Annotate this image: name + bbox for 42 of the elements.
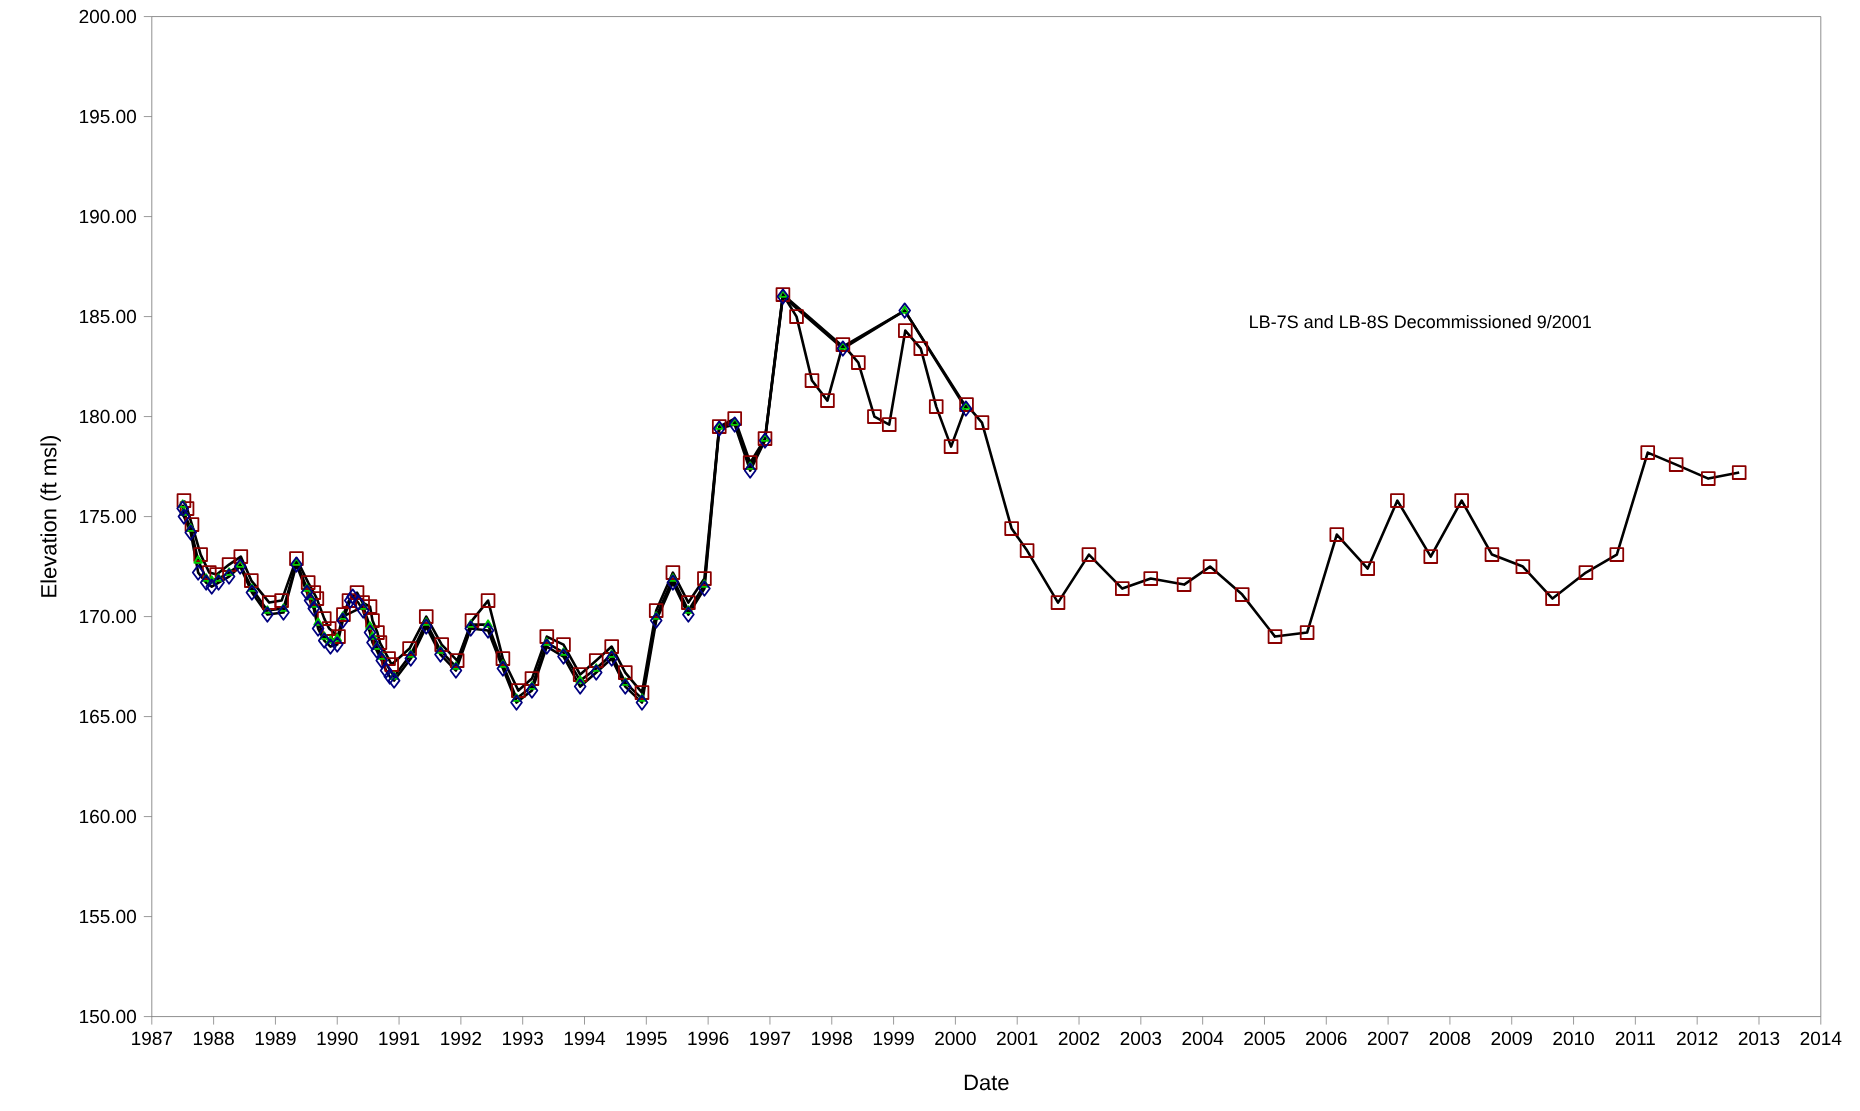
x-tick-label: 1998: [812, 1031, 853, 1046]
y-tick-label: 175.00: [80, 509, 136, 524]
annotation: LB-7S and LB-8S Decommissioned 9/2001: [1250, 314, 1591, 329]
x-axis-title: Date: [964, 1074, 1009, 1091]
y-tick-label: 160.00: [80, 809, 136, 824]
x-tick-label: 1994: [564, 1031, 606, 1046]
x-tick-label: 1995: [626, 1031, 667, 1046]
x-tick-label: 2011: [1615, 1031, 1655, 1046]
y-tick-label: 150.00: [80, 1009, 136, 1024]
x-tick-label: 2013: [1738, 1031, 1780, 1046]
x-tick-label: 2000: [935, 1031, 976, 1046]
x-tick-label: 2014: [1800, 1031, 1842, 1046]
x-tick-label: 1997: [750, 1031, 791, 1046]
x-tick-label: 2009: [1491, 1031, 1532, 1046]
x-tick-label: 2002: [1058, 1031, 1100, 1046]
x-tick-label: 2007: [1367, 1031, 1409, 1046]
x-tick-label: 1987: [132, 1031, 172, 1046]
x-tick-label: 1991: [379, 1031, 420, 1046]
y-tick-label: 195.00: [80, 109, 136, 124]
x-tick-label: 2003: [1120, 1031, 1162, 1046]
y-tick-label: 165.00: [80, 709, 136, 724]
y-axis-title: Elevation (ft msl): [40, 436, 61, 597]
x-tick-label: 2004: [1182, 1031, 1224, 1046]
x-tick-label: 2006: [1306, 1031, 1347, 1046]
x-tick-label: 2005: [1244, 1031, 1285, 1046]
y-tick-label: 200.00: [79, 9, 136, 24]
y-tick-label: 190.00: [80, 209, 136, 224]
y-tick-label: 185.00: [80, 309, 136, 324]
x-tick-label: 1992: [441, 1031, 482, 1046]
x-tick-label: 1990: [317, 1031, 358, 1046]
x-tick-label: 2008: [1429, 1031, 1471, 1046]
x-tick-label: 1996: [688, 1031, 729, 1046]
x-tick-label: 1988: [193, 1031, 234, 1046]
x-tick-label: 2001: [997, 1031, 1038, 1046]
x-tick-label: 1989: [255, 1031, 296, 1046]
x-tick-label: 1999: [873, 1031, 914, 1046]
x-tick-label: 2010: [1553, 1031, 1594, 1046]
y-tick-label: 155.00: [80, 909, 136, 924]
x-tick-label: 1993: [503, 1031, 543, 1046]
y-tick-label: 180.00: [80, 409, 136, 424]
y-tick-label: 170.00: [80, 609, 136, 624]
x-tick-label: 2012: [1676, 1031, 1718, 1046]
